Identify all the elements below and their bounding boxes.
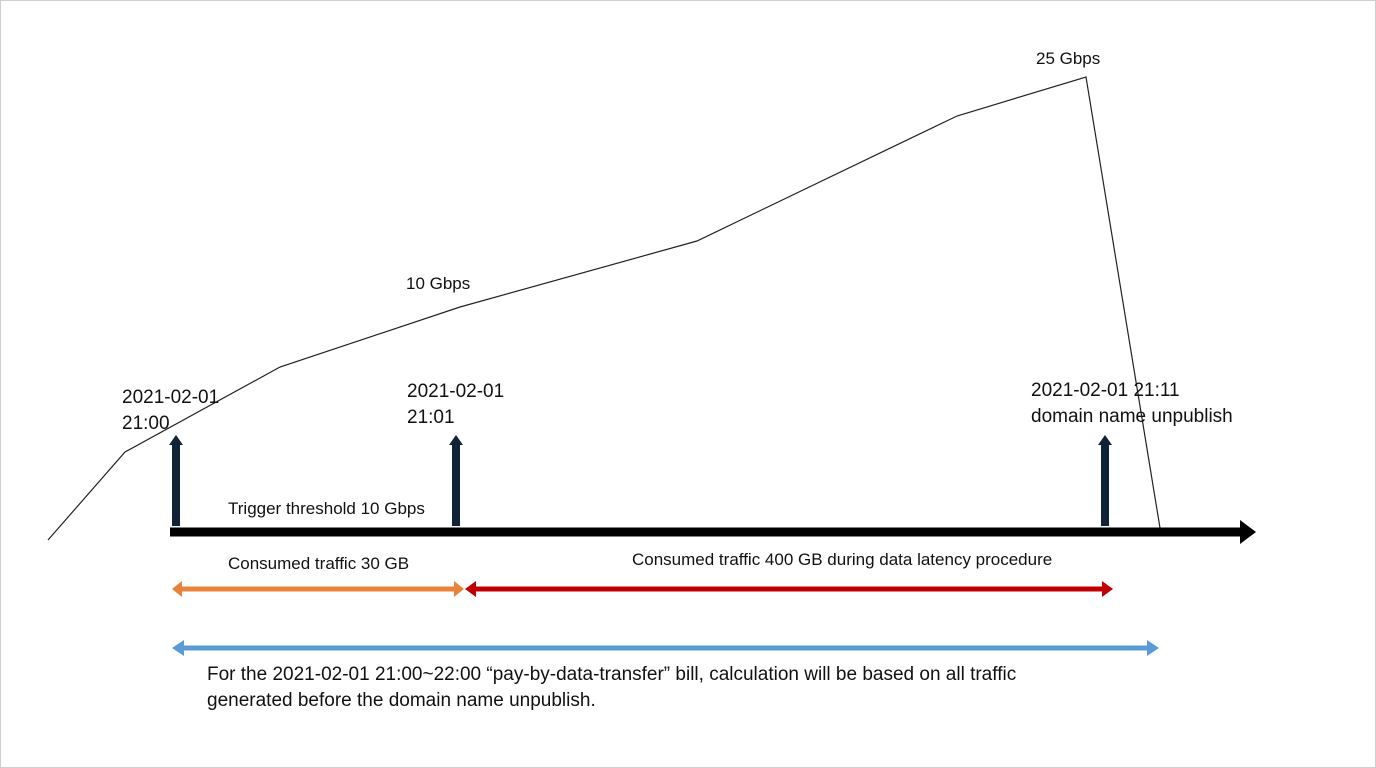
timepoint-mid-time: 21:01: [407, 407, 455, 428]
marker-end: [1098, 435, 1112, 526]
peak-label-25: 25 Gbps: [1036, 49, 1101, 68]
bill-note-line1: For the 2021-02-01 21:00~22:00 “pay-by-d…: [207, 664, 1017, 685]
timepoint-end-event: domain name unpublish: [1031, 406, 1233, 427]
span-second-label: Consumed traffic 400 GB during data late…: [632, 550, 1053, 569]
timepoint-mid-date: 2021-02-01: [407, 381, 505, 402]
threshold-label: Trigger threshold 10 Gbps: [228, 499, 425, 518]
timepoint-start-label: 2021-02-01 21:00: [122, 385, 219, 437]
marker-start: [169, 435, 183, 526]
marker-mid: [449, 435, 463, 526]
bill-note-line2: generated before the domain name unpubli…: [207, 690, 596, 711]
timepoint-end-datetime: 2021-02-01 21:11: [1031, 380, 1180, 401]
peak-label-10: 10 Gbps: [406, 274, 471, 293]
span-arrow-total: [172, 640, 1159, 656]
timepoint-start-date: 2021-02-01: [122, 387, 220, 408]
timepoint-start-time: 21:00: [122, 413, 170, 434]
bill-note: For the 2021-02-01 21:00~22:00 “pay-by-d…: [207, 662, 1016, 714]
span-arrow-second: [465, 581, 1113, 597]
span-arrow-first: [172, 581, 464, 597]
timepoint-mid-label: 2021-02-01 21:01: [407, 379, 504, 431]
timeline-arrowhead: [1240, 520, 1256, 544]
timepoint-end-label: 2021-02-01 21:11 domain name unpublish: [1031, 378, 1233, 430]
span-first-label: Consumed traffic 30 GB: [228, 554, 410, 573]
traffic-curve: [47, 76, 1161, 541]
